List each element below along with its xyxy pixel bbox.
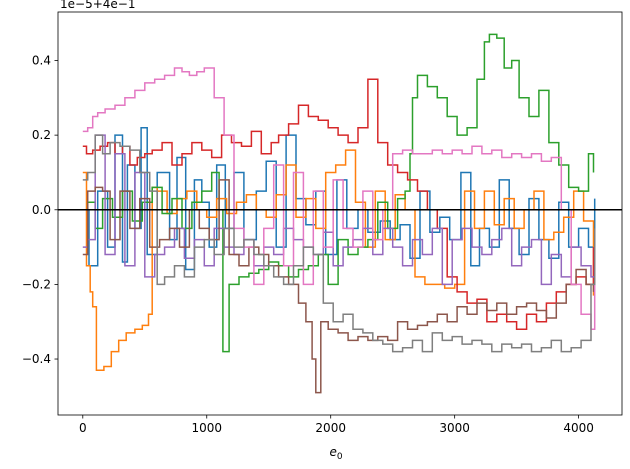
y-tick-label: −0.4: [22, 352, 51, 366]
x-tick-label: 3000: [439, 421, 470, 435]
y-tick-label: 0.0: [32, 203, 51, 217]
y-axis: −0.4 −0.2 0.0 0.2 0.4: [22, 54, 58, 366]
series-line-3: [82, 33, 595, 353]
plot-frame: [57, 11, 623, 416]
y-tick-label: 0.4: [32, 54, 51, 68]
series-line-6: [82, 179, 595, 394]
series-line-5: [82, 134, 596, 286]
series-line-8: [82, 134, 596, 353]
series-line-2: [82, 149, 595, 371]
y-tick-label: 0.2: [32, 128, 51, 142]
axis-offset-label: 1e−5+4e−1: [60, 0, 135, 11]
x-tick-label: 4000: [563, 421, 594, 435]
x-axis: 0 1000 2000 3000 4000: [79, 415, 594, 435]
x-axis-label-subscript: 0: [337, 452, 343, 462]
x-tick-label: 1000: [191, 421, 222, 435]
series-line-4: [82, 78, 595, 330]
series-line-7: [82, 67, 596, 330]
y-tick-label: −0.2: [22, 277, 51, 291]
x-axis-label-main: e: [329, 445, 336, 459]
x-tick-label: 2000: [315, 421, 346, 435]
x-tick-label: 0: [79, 421, 87, 435]
x-axis-label: e0: [329, 445, 342, 462]
series-layer: [82, 33, 596, 394]
